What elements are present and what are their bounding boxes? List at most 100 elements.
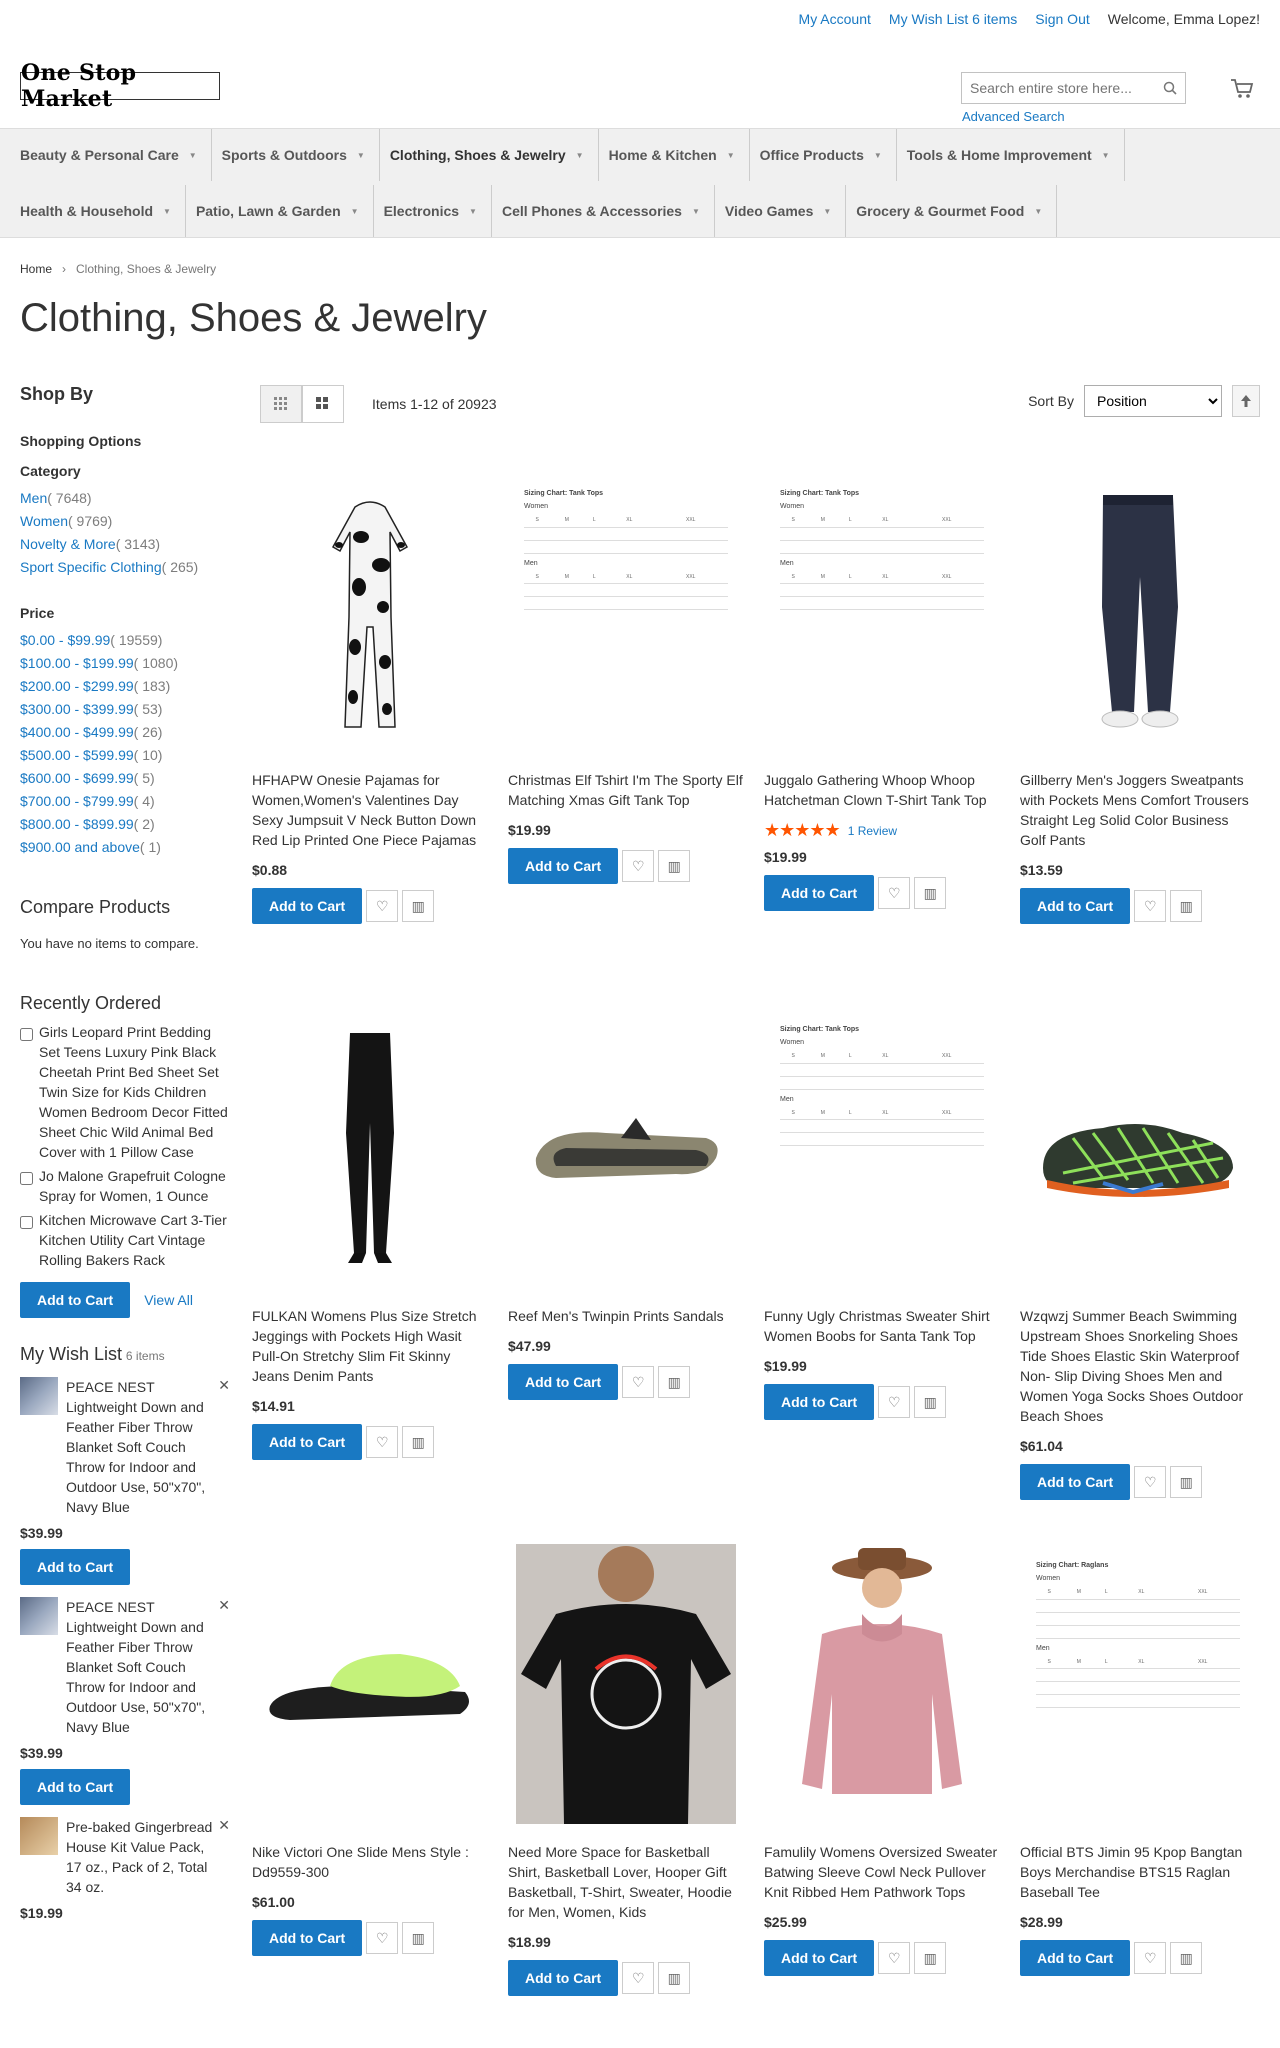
product-name[interactable]: HFHAPW Onesie Pajamas for Women,Women's … [252,772,477,848]
heart-icon[interactable]: ♡ [878,1386,911,1418]
cart-icon[interactable] [1226,74,1258,104]
my-wishlist-link[interactable]: My Wish List 6 items [888,11,1018,27]
sign-out-link[interactable]: Sign Out [1035,11,1090,27]
price-filter-5[interactable]: $500.00 - $599.99( 10) [20,747,163,763]
sort-direction-arrow-icon[interactable] [1232,385,1260,417]
add-to-cart-button[interactable]: Add to Cart [1020,1464,1131,1500]
compare-icon[interactable]: ▥ [914,1942,947,1974]
compare-icon[interactable]: ▥ [402,890,435,922]
product-image[interactable]: Sizing Chart: Tank Tops Women S M L XL XXL M… [764,1000,1000,1296]
heart-icon[interactable]: ♡ [1134,1942,1167,1974]
compare-icon[interactable]: ▥ [1170,1942,1203,1974]
compare-icon[interactable]: ▥ [658,1962,691,1994]
filter-sport-specific[interactable]: Sport Specific Clothing( 265) [20,559,199,575]
nav-beauty-personal-care[interactable]: Beauty & Personal Care ▼ [10,129,212,181]
my-account-link[interactable]: My Account [798,11,871,27]
list-view-icon[interactable] [302,385,344,423]
product-image[interactable] [252,1536,488,1832]
wishlist-item-name[interactable]: PEACE NEST Lightweight Down and Feather … [66,1379,206,1515]
add-to-cart-button[interactable]: Add to Cart [252,1424,363,1460]
filter-men[interactable]: Men( 7648) [20,490,92,506]
compare-icon[interactable]: ▥ [658,1366,691,1398]
add-to-cart-button[interactable]: Add to Cart [252,1920,363,1956]
product-name[interactable]: Funny Ugly Christmas Sweater Shirt Women… [764,1308,990,1344]
search-icon[interactable] [1159,77,1181,99]
compare-icon[interactable]: ▥ [402,1922,435,1954]
price-filter-title[interactable]: Price [20,605,55,621]
recent-item-link[interactable]: Kitchen Microwave Cart 3-Tier Kitchen Ut… [39,1212,227,1268]
recent-item-link[interactable]: Jo Malone Grapefruit Cologne Spray for W… [39,1168,226,1204]
price-filter-2[interactable]: $200.00 - $299.99( 183) [20,678,171,694]
nav-home-kitchen[interactable]: Home & Kitchen ▼ [599,129,750,181]
price-filter-6[interactable]: $600.00 - $699.99( 5) [20,770,155,786]
product-name[interactable]: Famulily Womens Oversized Sweater Batwin… [764,1844,998,1900]
product-image[interactable] [508,1000,744,1296]
nav-grocery-gourmet-food[interactable]: Grocery & Gourmet Food ▼ [846,185,1058,237]
wishlist-item-thumbnail[interactable] [20,1377,58,1415]
wishlist-item-name[interactable]: PEACE NEST Lightweight Down and Feather … [66,1599,206,1735]
compare-icon[interactable]: ▥ [658,850,691,882]
nav-health-household[interactable]: Health & Household ▼ [10,185,186,237]
nav-video-games[interactable]: Video Games ▼ [715,185,847,237]
breadcrumb-home[interactable]: Home [20,262,53,276]
price-filter-4[interactable]: $400.00 - $499.99( 26) [20,724,163,740]
view-all-link[interactable]: View All [144,1292,193,1308]
price-filter-0[interactable]: $0.00 - $99.99( 19559) [20,632,163,648]
product-image[interactable] [252,1000,488,1296]
product-image[interactable] [1020,1000,1256,1296]
add-to-cart-button[interactable]: Add to Cart [508,1960,619,1996]
nav-tools-home-improvement[interactable]: Tools & Home Improvement ▼ [897,129,1125,181]
nav-office-products[interactable]: Office Products ▼ [750,129,897,181]
heart-icon[interactable]: ♡ [366,1922,399,1954]
heart-icon[interactable]: ♡ [878,1942,911,1974]
nav-electronics[interactable]: Electronics ▼ [374,185,492,237]
price-filter-9[interactable]: $900.00 and above( 1) [20,839,161,855]
heart-icon[interactable]: ♡ [622,1962,655,1994]
product-image[interactable]: Sizing Chart: Tank Tops Women S M L XL XXL M… [508,464,744,760]
wishlist-item-thumbnail[interactable] [20,1817,58,1855]
close-icon[interactable]: ✕ [218,1377,230,1393]
recent-item-checkbox[interactable] [20,1216,33,1229]
heart-icon[interactable]: ♡ [878,877,911,909]
product-image[interactable] [764,1536,1000,1832]
add-to-cart-button[interactable]: Add to Cart [1020,1940,1131,1976]
nav-sports-outdoors[interactable]: Sports & Outdoors ▼ [212,129,380,181]
category-filter-title[interactable]: Category [20,463,81,479]
price-filter-8[interactable]: $800.00 - $899.99( 2) [20,816,155,832]
nav-patio-lawn-garden[interactable]: Patio, Lawn & Garden ▼ [186,185,374,237]
nav-clothing-shoes-jewelry[interactable]: Clothing, Shoes & Jewelry ▼ [380,129,599,181]
wishlist-add-to-cart-button[interactable]: Add to Cart [20,1549,131,1585]
product-name[interactable]: Official BTS Jimin 95 Kpop Bangtan Boys … [1020,1844,1243,1900]
add-to-cart-button[interactable]: Add to Cart [764,1940,875,1976]
product-name[interactable]: Reef Men's Twinpin Prints Sandals [508,1308,724,1324]
add-to-cart-button[interactable]: Add to Cart [252,888,363,924]
recent-item-link[interactable]: Girls Leopard Print Bedding Set Teens Lu… [39,1024,228,1160]
filter-women[interactable]: Women( 9769) [20,513,113,529]
compare-icon[interactable]: ▥ [914,877,947,909]
compare-icon[interactable]: ▥ [402,1426,435,1458]
filter-novelty[interactable]: Novelty & More( 3143) [20,536,161,552]
recent-item-checkbox[interactable] [20,1172,33,1185]
sort-select[interactable]: Position [1084,385,1222,417]
add-to-cart-button[interactable]: Add to Cart [764,1384,875,1420]
wishlist-item-name[interactable]: Pre-baked Gingerbread House Kit Value Pa… [66,1819,213,1895]
add-to-cart-button[interactable]: Add to Cart [764,875,875,911]
search-input[interactable] [962,80,1152,96]
compare-icon[interactable]: ▥ [1170,890,1203,922]
add-to-cart-button[interactable]: Add to Cart [508,848,619,884]
product-name[interactable]: Christmas Elf Tshirt I'm The Sporty Elf … [508,772,743,808]
price-filter-1[interactable]: $100.00 - $199.99( 1080) [20,655,179,671]
product-name[interactable]: FULKAN Womens Plus Size Stretch Jeggings… [252,1308,477,1384]
product-name[interactable]: Need More Space for Basketball Shirt, Ba… [508,1844,732,1920]
heart-icon[interactable]: ♡ [622,1366,655,1398]
nav-cell-phones-accessories[interactable]: Cell Phones & Accessories ▼ [492,185,715,237]
product-name[interactable]: Nike Victori One Slide Mens Style : Dd95… [252,1844,469,1880]
heart-icon[interactable]: ♡ [366,1426,399,1458]
compare-icon[interactable]: ▥ [1170,1466,1203,1498]
reviews-link[interactable]: 1 Review [847,823,898,838]
heart-icon[interactable]: ♡ [622,850,655,882]
wishlist-add-to-cart-button[interactable]: Add to Cart [20,1769,131,1805]
product-name[interactable]: Gillberry Men's Joggers Sweatpants with … [1020,772,1249,848]
product-image[interactable]: Sizing Chart: Tank Tops Women S M L XL XXL M… [764,464,1000,760]
advanced-search-link[interactable]: Advanced Search [962,109,1065,124]
